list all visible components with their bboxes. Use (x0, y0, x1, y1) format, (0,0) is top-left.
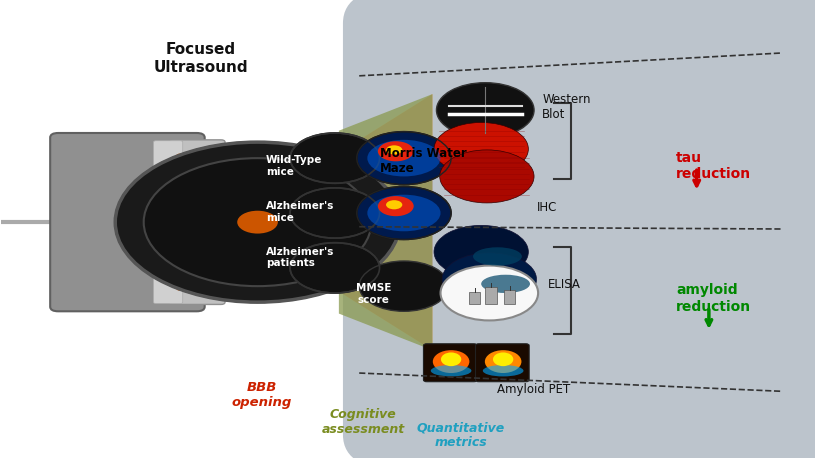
Text: Alzheimer's
patients: Alzheimer's patients (266, 246, 334, 268)
Circle shape (386, 201, 402, 210)
Polygon shape (258, 241, 432, 350)
Text: Focused
Ultrasound: Focused Ultrasound (153, 42, 248, 74)
Text: MMSE
score: MMSE score (356, 283, 392, 304)
Ellipse shape (493, 353, 513, 366)
FancyBboxPatch shape (50, 134, 205, 312)
Text: Quantitative
metrics: Quantitative metrics (417, 420, 505, 448)
Ellipse shape (481, 275, 530, 293)
Circle shape (237, 211, 278, 234)
FancyBboxPatch shape (176, 154, 225, 291)
Ellipse shape (483, 365, 524, 377)
Text: Wild-Type
mice: Wild-Type mice (266, 155, 322, 176)
Text: Morris Water
Maze: Morris Water Maze (379, 147, 466, 175)
FancyBboxPatch shape (343, 0, 816, 459)
Circle shape (357, 132, 451, 185)
Text: IHC: IHC (536, 200, 557, 213)
FancyBboxPatch shape (153, 141, 183, 304)
Polygon shape (258, 95, 432, 350)
Circle shape (434, 226, 528, 279)
Polygon shape (504, 290, 516, 305)
Circle shape (144, 159, 371, 286)
Circle shape (437, 84, 534, 138)
Circle shape (290, 243, 379, 293)
Circle shape (378, 196, 414, 217)
Circle shape (290, 134, 379, 184)
Text: amyloid
reduction: amyloid reduction (676, 283, 752, 313)
Polygon shape (258, 95, 432, 204)
Text: Western
Blot: Western Blot (542, 92, 591, 120)
Circle shape (440, 151, 534, 203)
Ellipse shape (432, 350, 469, 373)
Ellipse shape (431, 365, 472, 377)
Ellipse shape (367, 140, 441, 177)
Polygon shape (339, 95, 432, 350)
Circle shape (359, 262, 449, 312)
Circle shape (386, 146, 402, 155)
FancyBboxPatch shape (476, 344, 529, 382)
Text: Amyloid PET: Amyloid PET (498, 382, 570, 395)
Ellipse shape (304, 197, 366, 230)
Text: BBB
opening: BBB opening (232, 380, 292, 408)
Ellipse shape (485, 350, 521, 373)
Circle shape (290, 189, 379, 239)
Circle shape (442, 253, 536, 306)
FancyBboxPatch shape (424, 344, 477, 382)
Circle shape (378, 142, 414, 162)
Polygon shape (469, 292, 481, 305)
Ellipse shape (304, 252, 366, 284)
Circle shape (357, 187, 451, 240)
Circle shape (441, 266, 538, 321)
Circle shape (434, 123, 528, 176)
Ellipse shape (367, 195, 441, 232)
Text: ELISA: ELISA (548, 278, 581, 291)
FancyBboxPatch shape (182, 164, 220, 281)
Text: Cognitive
assessment: Cognitive assessment (322, 407, 405, 435)
Polygon shape (486, 287, 497, 305)
FancyBboxPatch shape (168, 140, 225, 305)
Ellipse shape (473, 248, 522, 266)
Circle shape (115, 143, 400, 302)
Text: Alzheimer's
mice: Alzheimer's mice (266, 201, 334, 222)
Ellipse shape (304, 143, 366, 175)
Ellipse shape (441, 353, 461, 366)
Text: tau
reduction: tau reduction (676, 151, 752, 181)
